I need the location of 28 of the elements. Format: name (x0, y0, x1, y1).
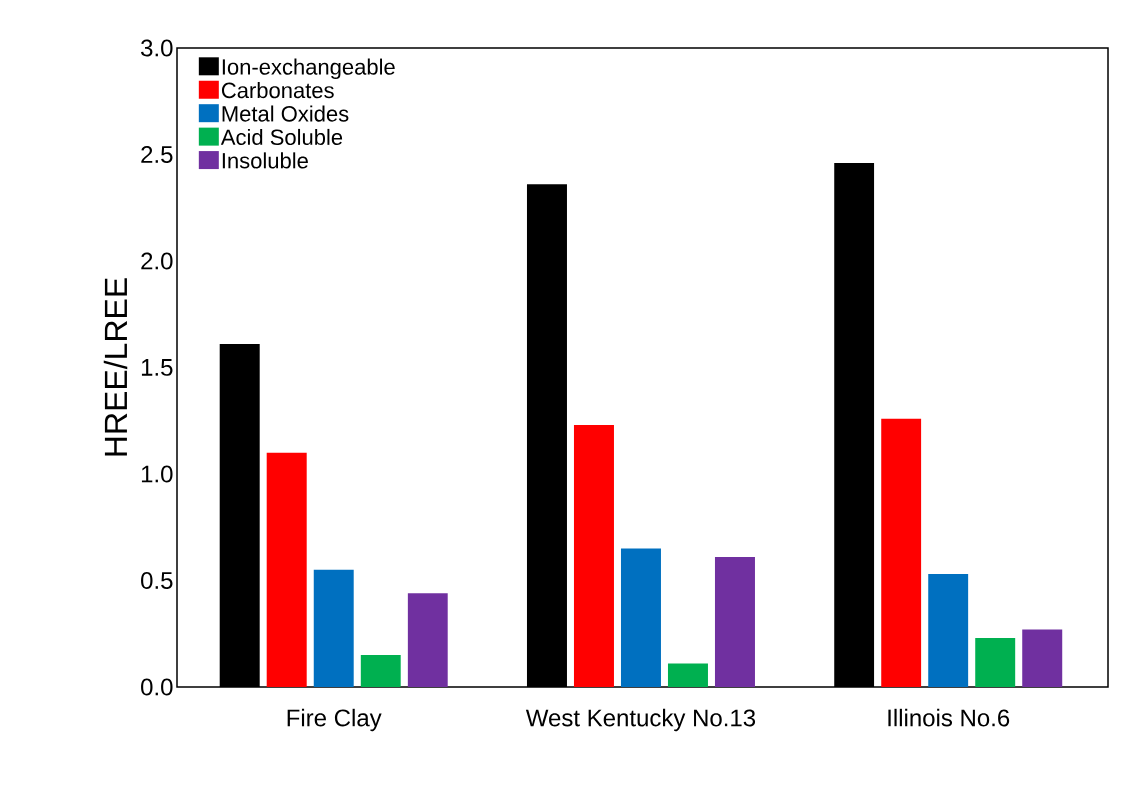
x-tick-label: West Kentucky No.13 (525, 708, 756, 732)
legend-label: Acid Soluble (220, 128, 343, 146)
legend-label: Ion-exchangeable (222, 58, 395, 80)
bar (881, 418, 922, 687)
y-tick-label: 0.0 (141, 678, 173, 696)
bar (360, 655, 401, 687)
bar (266, 452, 307, 687)
y-tick-label: 2.5 (141, 146, 173, 163)
y-tick-label: 1.0 (141, 465, 173, 483)
bar (573, 425, 614, 687)
legend-label: Carbonates (221, 82, 334, 99)
bar (667, 663, 708, 687)
y-tick-label: 0.5 (141, 572, 173, 589)
bar (1022, 629, 1063, 687)
y-tick-label: 3.0 (141, 39, 173, 57)
bar (313, 569, 354, 687)
bar (407, 593, 448, 687)
legend-label: Insoluble (222, 152, 308, 169)
bar (714, 557, 755, 687)
y-axis-title: HREE/LREE (103, 278, 128, 456)
legend-label: Metal Oxides (222, 105, 349, 122)
bar (975, 638, 1016, 687)
bar (928, 574, 969, 687)
bar (620, 548, 661, 687)
x-tick-label: Illinois No.6 (888, 708, 1010, 727)
x-tick-label: Fire Clay (287, 708, 382, 732)
y-tick-label: 1.5 (141, 359, 173, 376)
y-tick-label: 2.0 (141, 252, 173, 270)
